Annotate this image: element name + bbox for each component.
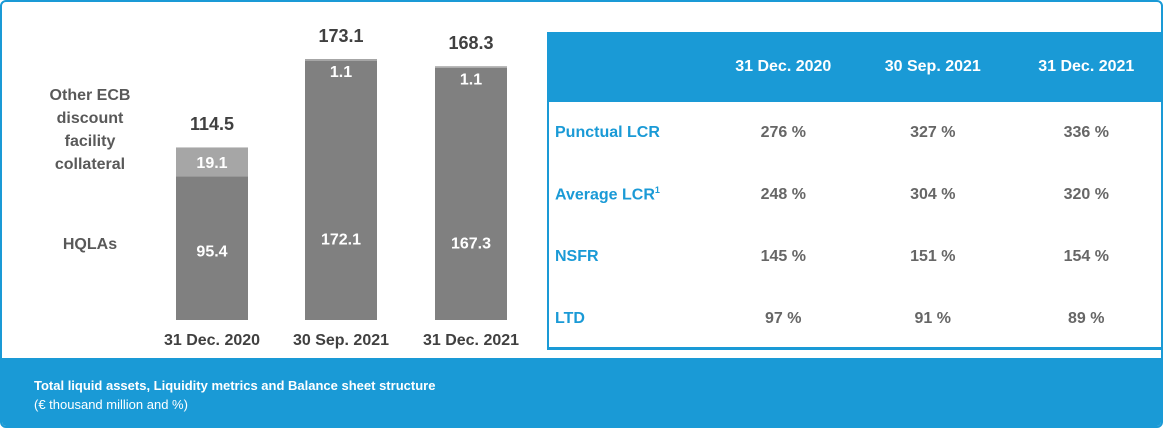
footnote-mark: 1 (654, 185, 660, 196)
footer: Total liquid assets, Liquidity metrics a… (2, 358, 1161, 426)
x-tick-label: 31 Dec. 2021 (423, 332, 519, 349)
x-tick-label: 31 Dec. 2020 (164, 332, 260, 349)
table-cell: 154 % (1063, 248, 1109, 265)
x-tick-label: 30 Sep. 2021 (293, 332, 389, 349)
segment-label: 167.3 (451, 235, 491, 252)
table-cell: 145 % (760, 248, 806, 265)
total-label: 114.5 (190, 114, 234, 134)
table-cell: 89 % (1068, 310, 1105, 327)
footer-subtitle: (€ thousand million and %) (34, 397, 188, 412)
table-cell: 327 % (910, 124, 956, 141)
row-label: LTD (549, 310, 709, 328)
row-label-text: Average LCR (555, 186, 655, 204)
segment-label: 172.1 (321, 232, 361, 249)
total-label: 168.3 (448, 33, 493, 53)
table-cell: 304 % (910, 186, 956, 203)
bar-segment (435, 66, 507, 68)
legend-label: Other ECB discount facility collateral (49, 87, 131, 173)
segment-label: 1.1 (460, 71, 482, 88)
bar-segment (176, 176, 248, 320)
segment-label: 95.4 (196, 243, 227, 260)
row-label-text: Punctual LCR (555, 124, 660, 141)
table-header: 31 Dec. 2020 30 Sep. 2021 31 Dec. 2021 (549, 32, 1161, 102)
bar-segment (435, 67, 507, 321)
table-cell: 320 % (1063, 186, 1109, 203)
chart: 95.4 19.1 114.5 31 Dec. 2020 172.1 1.1 173.1 30… (164, 26, 519, 349)
table-row: NSFR 145 % 151 % 154 % (549, 226, 1161, 288)
metrics-table: 31 Dec. 2020 30 Sep. 2021 31 Dec. 2021 Pun… (547, 32, 1161, 350)
row-label: Punctual LCR (549, 124, 709, 142)
bar-segment (305, 60, 377, 320)
table-cell: 97 % (765, 310, 802, 327)
bar-segment (305, 59, 377, 61)
table-cell: 276 % (760, 124, 806, 141)
legend-label: HQLAs (62, 236, 118, 253)
table-cell: 336 % (1063, 124, 1109, 141)
column-header: 31 Dec. 2021 (1038, 58, 1135, 75)
table-cell: 248 % (760, 186, 806, 203)
footer-title: Total liquid assets, Liquidity metrics a… (34, 378, 436, 393)
row-label: NSFR (549, 248, 709, 266)
bar-segment (176, 147, 248, 177)
segment-label: 19.1 (196, 155, 227, 172)
table-row: Punctual LCR 276 % 327 % 336 % (549, 102, 1161, 164)
table-row: LTD 97 % 91 % 89 % (549, 288, 1161, 350)
row-label: Average LCR1 (549, 185, 709, 204)
row-label-text: NSFR (555, 248, 599, 265)
total-label: 173.1 (318, 26, 363, 46)
table-cell: 91 % (914, 310, 951, 327)
segment-label: 1.1 (330, 64, 352, 81)
row-label-text: LTD (555, 310, 585, 327)
table-row: Average LCR1 248 % 304 % 320 % (549, 164, 1161, 226)
column-header: 31 Dec. 2020 (735, 58, 832, 75)
column-header: 30 Sep. 2021 (884, 58, 981, 75)
table-cell: 151 % (910, 248, 956, 265)
